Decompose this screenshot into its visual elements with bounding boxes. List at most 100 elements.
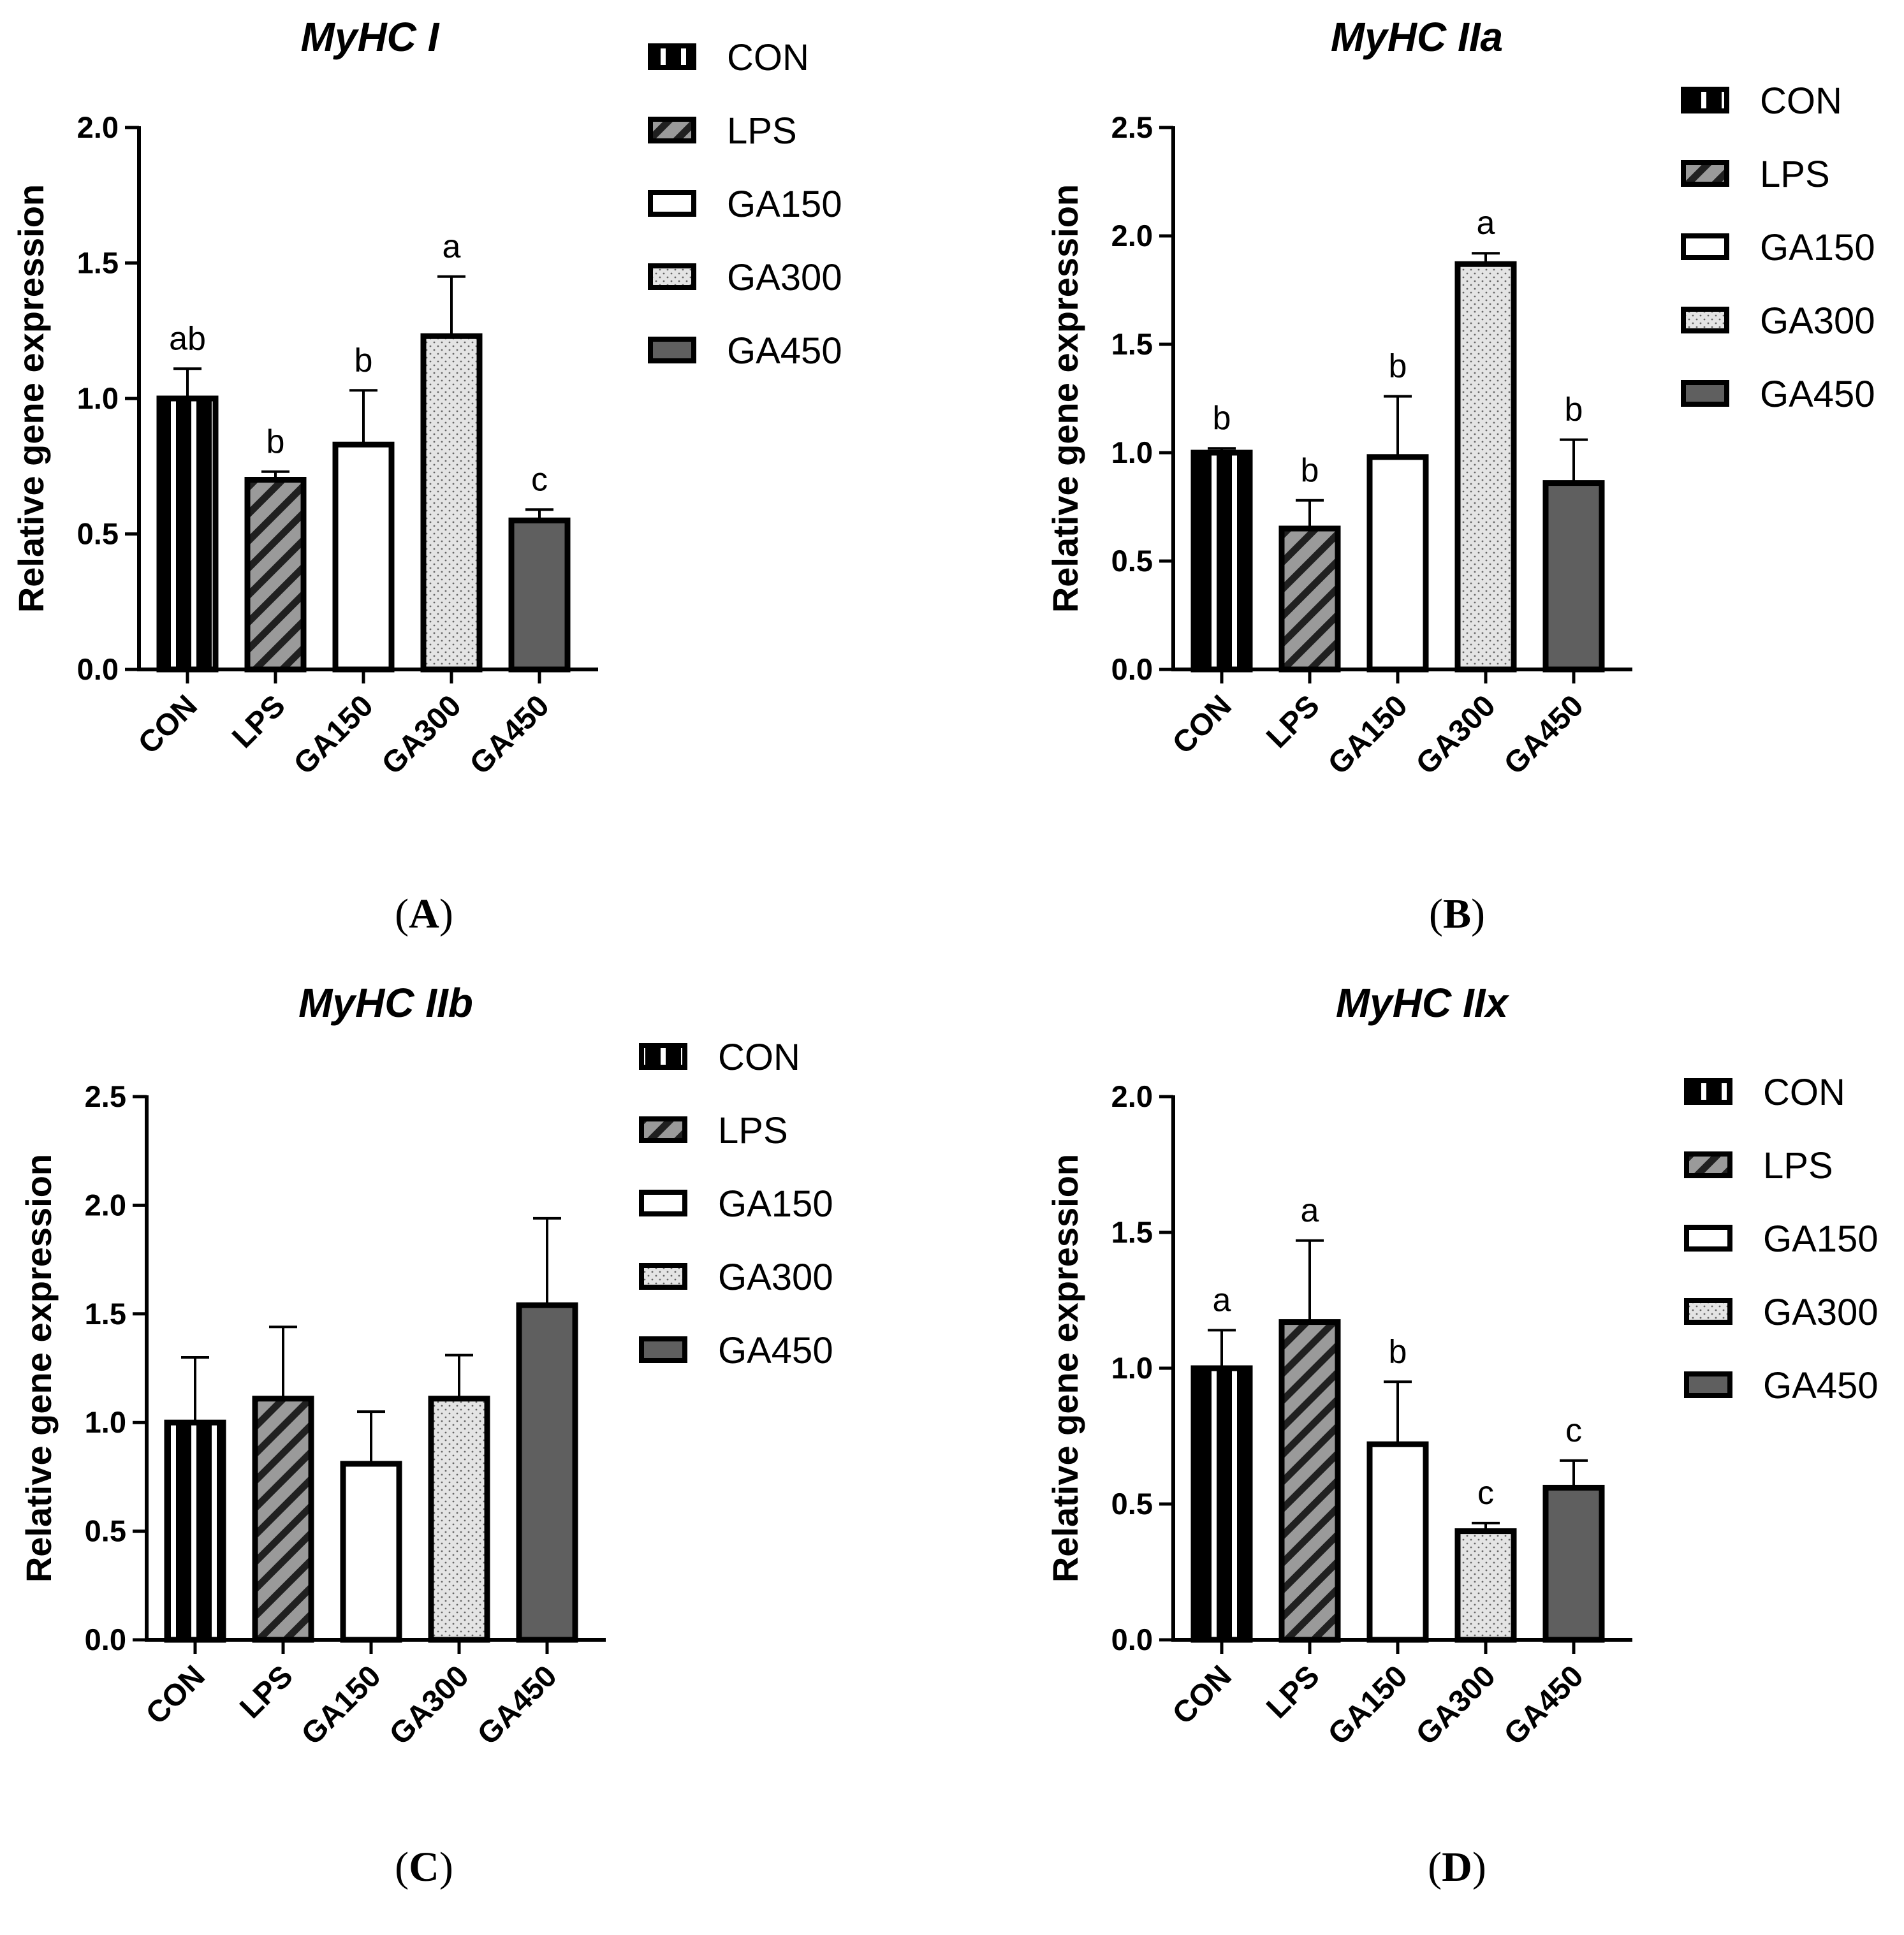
significance-letter: c <box>1565 1412 1582 1449</box>
bar-lps <box>252 1396 314 1643</box>
legend-swatch-ga450 <box>648 337 696 363</box>
y-axis-label: Relative gene expression <box>11 184 51 613</box>
y-tick-label: 0.5 <box>77 517 119 551</box>
bar-lps <box>1278 525 1341 673</box>
legend-swatch-ga450 <box>639 1336 687 1363</box>
legend-swatch-ga300 <box>639 1263 687 1290</box>
legend-label-ga150: GA150 <box>727 184 842 225</box>
significance-letter: ab <box>169 320 206 357</box>
x-tick-label-ga450: GA450 <box>1498 1659 1590 1751</box>
chart-title: MyHC I <box>301 14 440 60</box>
y-tick-label: 1.5 <box>85 1297 126 1331</box>
legend-swatch-con <box>639 1043 687 1070</box>
y-tick-label: 1.5 <box>1111 327 1153 361</box>
legend: CON LPS GA150 GA300 GA450 <box>639 1037 833 1371</box>
legend-swatch-ga150 <box>1681 233 1729 260</box>
legend-label-ga450: GA450 <box>727 330 842 372</box>
x-tick-label-lps: LPS <box>233 1659 299 1725</box>
significance-letter: b <box>1389 1333 1407 1370</box>
legend-swatch-lps <box>1681 160 1729 187</box>
chart-panel-d: MyHC IIx Relative gene expression 0.0 0.5 1.… <box>1045 980 1878 1890</box>
x-tick-label-con: CON <box>140 1659 212 1731</box>
significance-letter: b <box>1389 348 1407 385</box>
legend-label-ga450: GA450 <box>718 1330 833 1371</box>
y-axis-label: Relative gene expression <box>18 1154 59 1582</box>
bar-con <box>156 395 219 673</box>
x-tick-label-lps: LPS <box>1260 1659 1326 1725</box>
legend-label-ga300: GA300 <box>1763 1292 1878 1333</box>
legend-swatch-con <box>648 43 696 70</box>
x-tick-label-ga450: GA450 <box>464 689 556 781</box>
legend-label-con: CON <box>1760 80 1842 122</box>
legend-swatch-ga150 <box>648 190 696 217</box>
significance-letter: b <box>355 342 373 379</box>
x-tick-label-con: CON <box>132 689 204 761</box>
x-tick-label-lps: LPS <box>1260 689 1326 754</box>
y-tick-label: 1.5 <box>1111 1215 1153 1249</box>
bar-ga150 <box>1366 454 1429 673</box>
x-tick-label-ga150: GA150 <box>295 1659 388 1751</box>
legend-swatch-ga150 <box>639 1190 687 1216</box>
x-tick-label-ga300: GA300 <box>1410 1659 1502 1751</box>
legend: CON LPS GA150 GA300 GA450 <box>1684 1072 1878 1406</box>
y-tick-label: 2.0 <box>77 110 119 144</box>
y-tick-label: 0.5 <box>1111 1487 1153 1521</box>
y-tick-label: 0.5 <box>1111 544 1153 578</box>
bar-ga300 <box>1454 1528 1517 1643</box>
panel-label: (A) <box>395 891 453 937</box>
bar-ga450 <box>516 1302 578 1643</box>
bar-lps <box>1278 1319 1341 1643</box>
y-tick-label: 2.0 <box>1111 1079 1153 1113</box>
y-axis-label: Relative gene expression <box>1045 184 1085 613</box>
y-tick-label: 1.0 <box>77 381 119 415</box>
legend-label-ga450: GA450 <box>1763 1365 1878 1406</box>
legend-label-ga450: GA450 <box>1760 374 1875 415</box>
legend-label-lps: LPS <box>1760 154 1830 195</box>
bar-ga150 <box>1366 1441 1429 1643</box>
bar-ga450 <box>1542 1484 1605 1643</box>
legend-label-ga300: GA300 <box>727 257 842 298</box>
significance-letter: b <box>267 423 285 460</box>
legend-label-ga300: GA300 <box>1760 300 1875 342</box>
y-tick-label: 0.0 <box>77 652 119 686</box>
legend-label-con: CON <box>718 1037 800 1078</box>
y-tick-label: 2.5 <box>85 1079 126 1113</box>
bar-con <box>164 1419 226 1643</box>
y-axis-label: Relative gene expression <box>1045 1154 1085 1582</box>
y-tick-label: 2.0 <box>85 1188 126 1222</box>
legend-label-lps: LPS <box>1763 1145 1833 1187</box>
significance-letter: c <box>531 461 548 498</box>
y-tick-label: 1.5 <box>77 246 119 280</box>
legend-label-lps: LPS <box>718 1110 788 1151</box>
bar-ga450 <box>508 517 571 673</box>
y-tick-label: 0.0 <box>1111 1623 1153 1656</box>
y-tick-label: 2.0 <box>1111 219 1153 252</box>
y-tick-label: 0.0 <box>85 1623 126 1656</box>
x-tick-label-lps: LPS <box>226 689 291 754</box>
x-tick-label-ga150: GA150 <box>1322 1659 1414 1751</box>
significance-letter: a <box>1477 205 1495 242</box>
legend-swatch-ga450 <box>1684 1371 1732 1398</box>
legend-swatch-ga300 <box>1681 307 1729 333</box>
legend-swatch-lps <box>1684 1151 1732 1178</box>
x-tick-label-ga450: GA450 <box>1498 689 1590 781</box>
bar-lps <box>244 477 307 673</box>
y-tick-label: 1.0 <box>85 1405 126 1439</box>
legend-label-con: CON <box>1763 1072 1845 1113</box>
x-tick-label-ga300: GA300 <box>1410 689 1502 781</box>
x-tick-label-ga150: GA150 <box>288 689 380 781</box>
legend: CON LPS GA150 GA300 GA450 <box>1681 80 1875 415</box>
x-tick-label-ga300: GA300 <box>383 1659 476 1751</box>
legend-swatch-ga300 <box>1684 1298 1732 1325</box>
x-tick-label-con: CON <box>1166 689 1238 761</box>
panel-label: (D) <box>1428 1844 1486 1890</box>
y-tick-label: 1.0 <box>1111 1351 1153 1385</box>
bar-ga300 <box>428 1396 490 1643</box>
x-tick-label-ga300: GA300 <box>376 689 468 781</box>
legend-swatch-con <box>1681 87 1729 113</box>
significance-letter: a <box>1213 1281 1231 1318</box>
legend-swatch-ga300 <box>648 263 696 290</box>
significance-letter: b <box>1301 452 1319 489</box>
legend-swatch-con <box>1684 1078 1732 1105</box>
